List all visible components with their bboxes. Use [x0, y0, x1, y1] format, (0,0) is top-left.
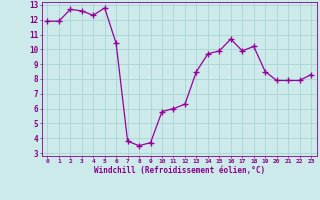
X-axis label: Windchill (Refroidissement éolien,°C): Windchill (Refroidissement éolien,°C) [94, 166, 265, 175]
